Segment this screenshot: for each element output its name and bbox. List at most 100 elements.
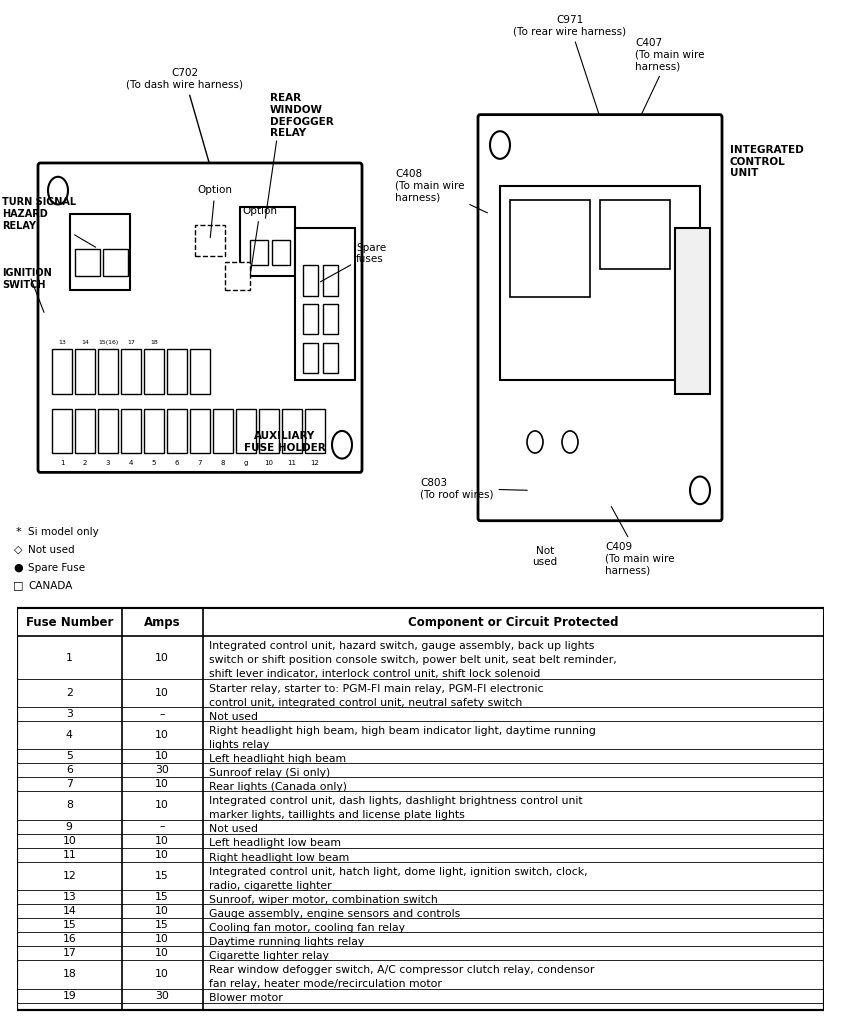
Text: 10: 10 [156,970,169,979]
Text: Si model only: Si model only [28,526,98,537]
Text: 5: 5 [66,752,72,761]
Text: 4: 4 [66,730,72,740]
Bar [195,225,225,256]
Text: 17: 17 [62,948,77,958]
Bar [282,409,302,453]
Text: 11: 11 [62,850,77,860]
Text: 15: 15 [156,921,169,930]
Text: 14: 14 [62,906,77,916]
Text: *: * [15,526,21,537]
Text: Option: Option [198,185,232,238]
Text: 10: 10 [156,652,169,663]
Text: C408
(To main wire
harness): C408 (To main wire harness) [395,169,488,213]
Text: 1: 1 [60,460,64,466]
Text: Rear lights (Canada only): Rear lights (Canada only) [209,782,347,793]
Text: 10: 10 [156,688,169,697]
Bar [236,409,256,453]
Bar [323,265,338,296]
Bar [500,186,700,380]
Text: 10: 10 [156,836,169,846]
Bar [510,201,590,297]
Text: 16: 16 [62,934,77,944]
Bar [98,349,118,393]
Text: C409
(To main wire
harness): C409 (To main wire harness) [605,507,674,575]
Text: Option: Option [242,206,278,273]
Bar [190,349,210,393]
Bar [323,343,338,373]
Text: control unit, integrated control unit, neutral safety switch: control unit, integrated control unit, n… [209,697,522,708]
Text: 13: 13 [62,892,77,902]
Text: 18: 18 [151,340,158,345]
Text: Right headlight high beam, high beam indicator light, daytime running: Right headlight high beam, high beam ind… [209,726,595,736]
Text: 7: 7 [198,460,202,466]
Text: 11: 11 [288,460,297,466]
Text: 3: 3 [106,460,110,466]
Text: 15: 15 [156,870,169,881]
Text: Sunroof relay (Si only): Sunroof relay (Si only) [209,768,331,778]
Text: Cooling fan motor, cooling fan relay: Cooling fan motor, cooling fan relay [209,923,405,933]
Text: 10: 10 [265,460,273,466]
Text: fan relay, heater mode/recirculation motor: fan relay, heater mode/recirculation mot… [209,979,442,989]
Bar [240,207,295,276]
Text: radio, cigarette lighter: radio, cigarette lighter [209,881,331,891]
Bar [250,241,268,265]
Text: 9: 9 [66,821,72,831]
Text: switch or shift position console switch, power belt unit, seat belt reminder,: switch or shift position console switch,… [209,655,616,666]
Text: Spare Fuse: Spare Fuse [28,562,85,572]
Text: AUXILIARY
FUSE HOLDER: AUXILIARY FUSE HOLDER [244,431,325,453]
Text: ●: ● [13,562,23,572]
Text: 5: 5 [152,460,156,466]
Text: ◇: ◇ [13,545,22,555]
Bar [121,409,141,453]
Text: 10: 10 [156,934,169,944]
Bar [144,349,164,393]
Text: Left headlight low beam: Left headlight low beam [209,839,341,849]
Bar [17,608,824,637]
Text: Left headlight high beam: Left headlight high beam [209,754,346,764]
Text: Not used: Not used [28,545,75,555]
Bar [103,249,128,276]
Bar [303,343,318,373]
Text: INTEGRATED
CONTROL
UNIT: INTEGRATED CONTROL UNIT [730,145,804,178]
Text: 8: 8 [220,460,225,466]
Text: 6: 6 [175,460,179,466]
Text: Daytime running lights relay: Daytime running lights relay [209,937,364,947]
Bar [52,409,72,453]
Text: –: – [160,709,165,719]
Text: Sunroof, wiper motor, combination switch: Sunroof, wiper motor, combination switch [209,895,437,905]
Bar [600,201,670,269]
Text: C971
(To rear wire harness): C971 (To rear wire harness) [514,15,627,115]
Text: Spare
fuses: Spare fuses [320,243,386,282]
Bar [190,409,210,453]
Text: Blower motor: Blower motor [209,993,283,1004]
Text: 10: 10 [62,836,77,846]
Text: 10: 10 [156,850,169,860]
FancyBboxPatch shape [38,163,362,472]
Bar [121,349,141,393]
Text: C803
(To roof wires): C803 (To roof wires) [420,477,527,500]
Text: shift lever indicator, interlock control unit, shift lock solenoid: shift lever indicator, interlock control… [209,670,541,680]
Text: Integrated control unit, dash lights, dashlight brightness control unit: Integrated control unit, dash lights, da… [209,797,583,806]
Text: 12: 12 [62,870,77,881]
Text: □: □ [13,581,24,591]
Text: REAR
WINDOW
DEFOGGER
RELAY: REAR WINDOW DEFOGGER RELAY [270,93,334,138]
Bar [225,262,250,290]
Text: 14: 14 [81,340,89,345]
Text: Right headlight low beam: Right headlight low beam [209,853,349,862]
Text: 10: 10 [156,948,169,958]
Text: Rear window defogger switch, A/C compressor clutch relay, condensor: Rear window defogger switch, A/C compres… [209,966,595,975]
Bar [272,241,290,265]
Bar [303,265,318,296]
Text: 15: 15 [62,921,77,930]
Text: Not used: Not used [209,712,258,722]
Text: 19: 19 [62,990,77,1000]
Text: 7: 7 [66,779,72,790]
Text: –: – [160,821,165,831]
Text: 10: 10 [156,906,169,916]
Text: Starter relay, starter to: PGM-FI main relay, PGM-FI electronic: Starter relay, starter to: PGM-FI main r… [209,684,543,693]
Bar [295,228,355,380]
Text: C702
(To dash wire harness): C702 (To dash wire harness) [126,69,244,163]
Bar [75,349,95,393]
Bar [259,409,279,453]
Text: 10: 10 [156,752,169,761]
